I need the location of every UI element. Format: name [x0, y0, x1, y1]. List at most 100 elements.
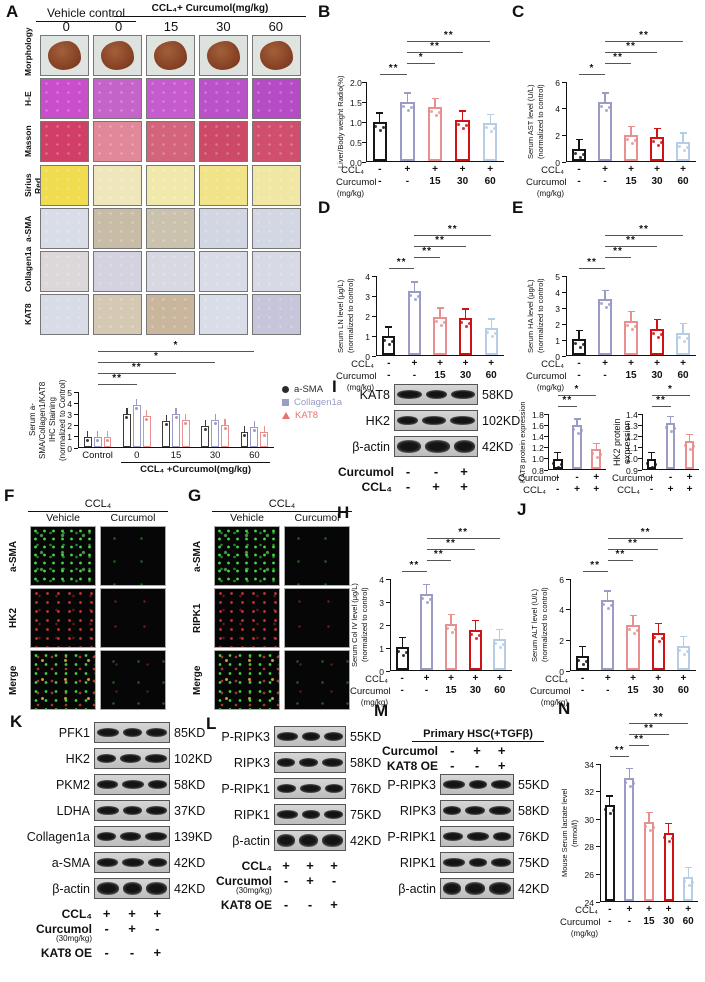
y-tick — [544, 469, 548, 471]
blot-band — [424, 439, 450, 454]
blot-row-name: KAT8 — [359, 388, 390, 402]
x-row-label: Curcumol — [336, 177, 377, 188]
error-bar-cap — [686, 434, 693, 436]
bar — [240, 431, 249, 447]
y-tick — [562, 339, 566, 341]
x-row-label: (mg/kg) — [536, 189, 564, 198]
dose-label: 0 — [114, 19, 123, 34]
x-cell: + — [462, 358, 469, 369]
y-tick — [638, 424, 642, 426]
histology-cell — [199, 251, 248, 292]
blot-band — [397, 415, 419, 426]
x-cell: + — [496, 673, 503, 684]
bar — [591, 449, 602, 469]
data-point — [125, 416, 129, 420]
data-point — [599, 105, 603, 108]
blot-row-name: P-RIPK1 — [387, 830, 436, 844]
data-point — [484, 126, 488, 130]
data-point — [135, 407, 139, 411]
data-point — [413, 298, 417, 301]
blot-band — [397, 439, 421, 454]
x-row-label: Curcumol — [560, 917, 601, 928]
category-label: 60 — [249, 450, 260, 461]
histology-cell — [252, 251, 301, 292]
y-tick — [562, 161, 566, 163]
blot-band — [277, 731, 298, 742]
y-axis-label: Serum LN level (μg/L) (normalized to cont… — [336, 278, 355, 354]
bar — [260, 432, 269, 447]
error-bar — [489, 113, 491, 124]
error-bar — [576, 418, 578, 426]
x-cell: + — [626, 904, 633, 915]
bar — [201, 426, 210, 447]
blot-band — [123, 727, 143, 738]
significance-label: ** — [614, 745, 625, 756]
x-row-label: (mg/kg) — [536, 383, 564, 392]
error-bar-cap — [648, 452, 655, 454]
error-bar-cap — [604, 590, 612, 592]
blot-row-name: P-RIPK3 — [387, 778, 436, 792]
x-row-label: (mg/kg) — [360, 698, 388, 707]
x-cell: - — [606, 685, 610, 696]
y-tick-label: 1.2 — [626, 431, 638, 442]
histology-cell — [93, 207, 142, 249]
data-point — [560, 462, 564, 466]
panel-l-letter: L — [206, 714, 217, 733]
histology-cell — [252, 164, 301, 206]
error-bar-cap — [684, 867, 692, 869]
error-bar-cap — [403, 92, 411, 94]
condition-cell: - — [283, 897, 289, 912]
data-point — [581, 343, 585, 347]
y-tick — [562, 108, 566, 110]
y-tick — [386, 647, 390, 649]
x-row-label: (mg/kg) — [570, 929, 598, 938]
y-tick — [566, 578, 570, 580]
significance-label: ** — [447, 224, 458, 235]
tissue-texture — [147, 122, 194, 162]
significance-label: * — [574, 384, 580, 395]
error-bar-cap — [606, 795, 614, 797]
x-cell: + — [487, 164, 494, 175]
error-bar — [604, 289, 606, 300]
histology-cell — [93, 121, 142, 163]
panel-h-letter: H — [337, 503, 350, 522]
blot-box — [440, 826, 514, 847]
fluo-cell — [30, 588, 96, 648]
tissue-texture — [200, 122, 247, 162]
category-label: 15 — [170, 450, 182, 461]
tissue-texture — [147, 79, 194, 119]
y-tick-label: 2 — [555, 130, 560, 141]
significance-line — [97, 384, 137, 386]
error-bar — [656, 319, 658, 329]
data-point — [573, 342, 577, 346]
y-tick — [638, 413, 642, 415]
histology-row-label: Morphology — [23, 27, 33, 76]
blot-band — [298, 833, 319, 848]
tissue-texture — [41, 79, 88, 119]
y-tick-label: 0 — [67, 443, 72, 454]
error-bar — [106, 430, 109, 437]
blot-band — [121, 857, 145, 868]
data-point — [388, 343, 392, 346]
error-bar — [474, 619, 476, 630]
data-point — [671, 837, 675, 840]
blot-row-name: Collagen1a — [26, 830, 90, 844]
histology-cell — [40, 207, 89, 249]
data-point — [252, 428, 256, 432]
histology-cell — [199, 35, 248, 76]
blot-band — [426, 389, 448, 400]
error-bar — [688, 434, 691, 441]
histology-cell — [40, 121, 89, 163]
data-point — [643, 824, 647, 828]
bar — [483, 123, 498, 161]
error-bar-cap — [592, 442, 600, 444]
data-point — [692, 444, 695, 448]
y-axis-label: Mouse Serum lactate level (mmol/l) — [560, 788, 579, 878]
data-point — [469, 632, 473, 636]
y-tick — [562, 307, 566, 309]
x-cell: + — [628, 164, 634, 175]
dose-label: 0 — [62, 19, 70, 34]
y-tick-label: 1.5 — [350, 97, 362, 108]
tissue-texture — [200, 295, 247, 335]
ihc-chart-legend: a-SMA Collagen1a KAT8 — [282, 383, 360, 422]
